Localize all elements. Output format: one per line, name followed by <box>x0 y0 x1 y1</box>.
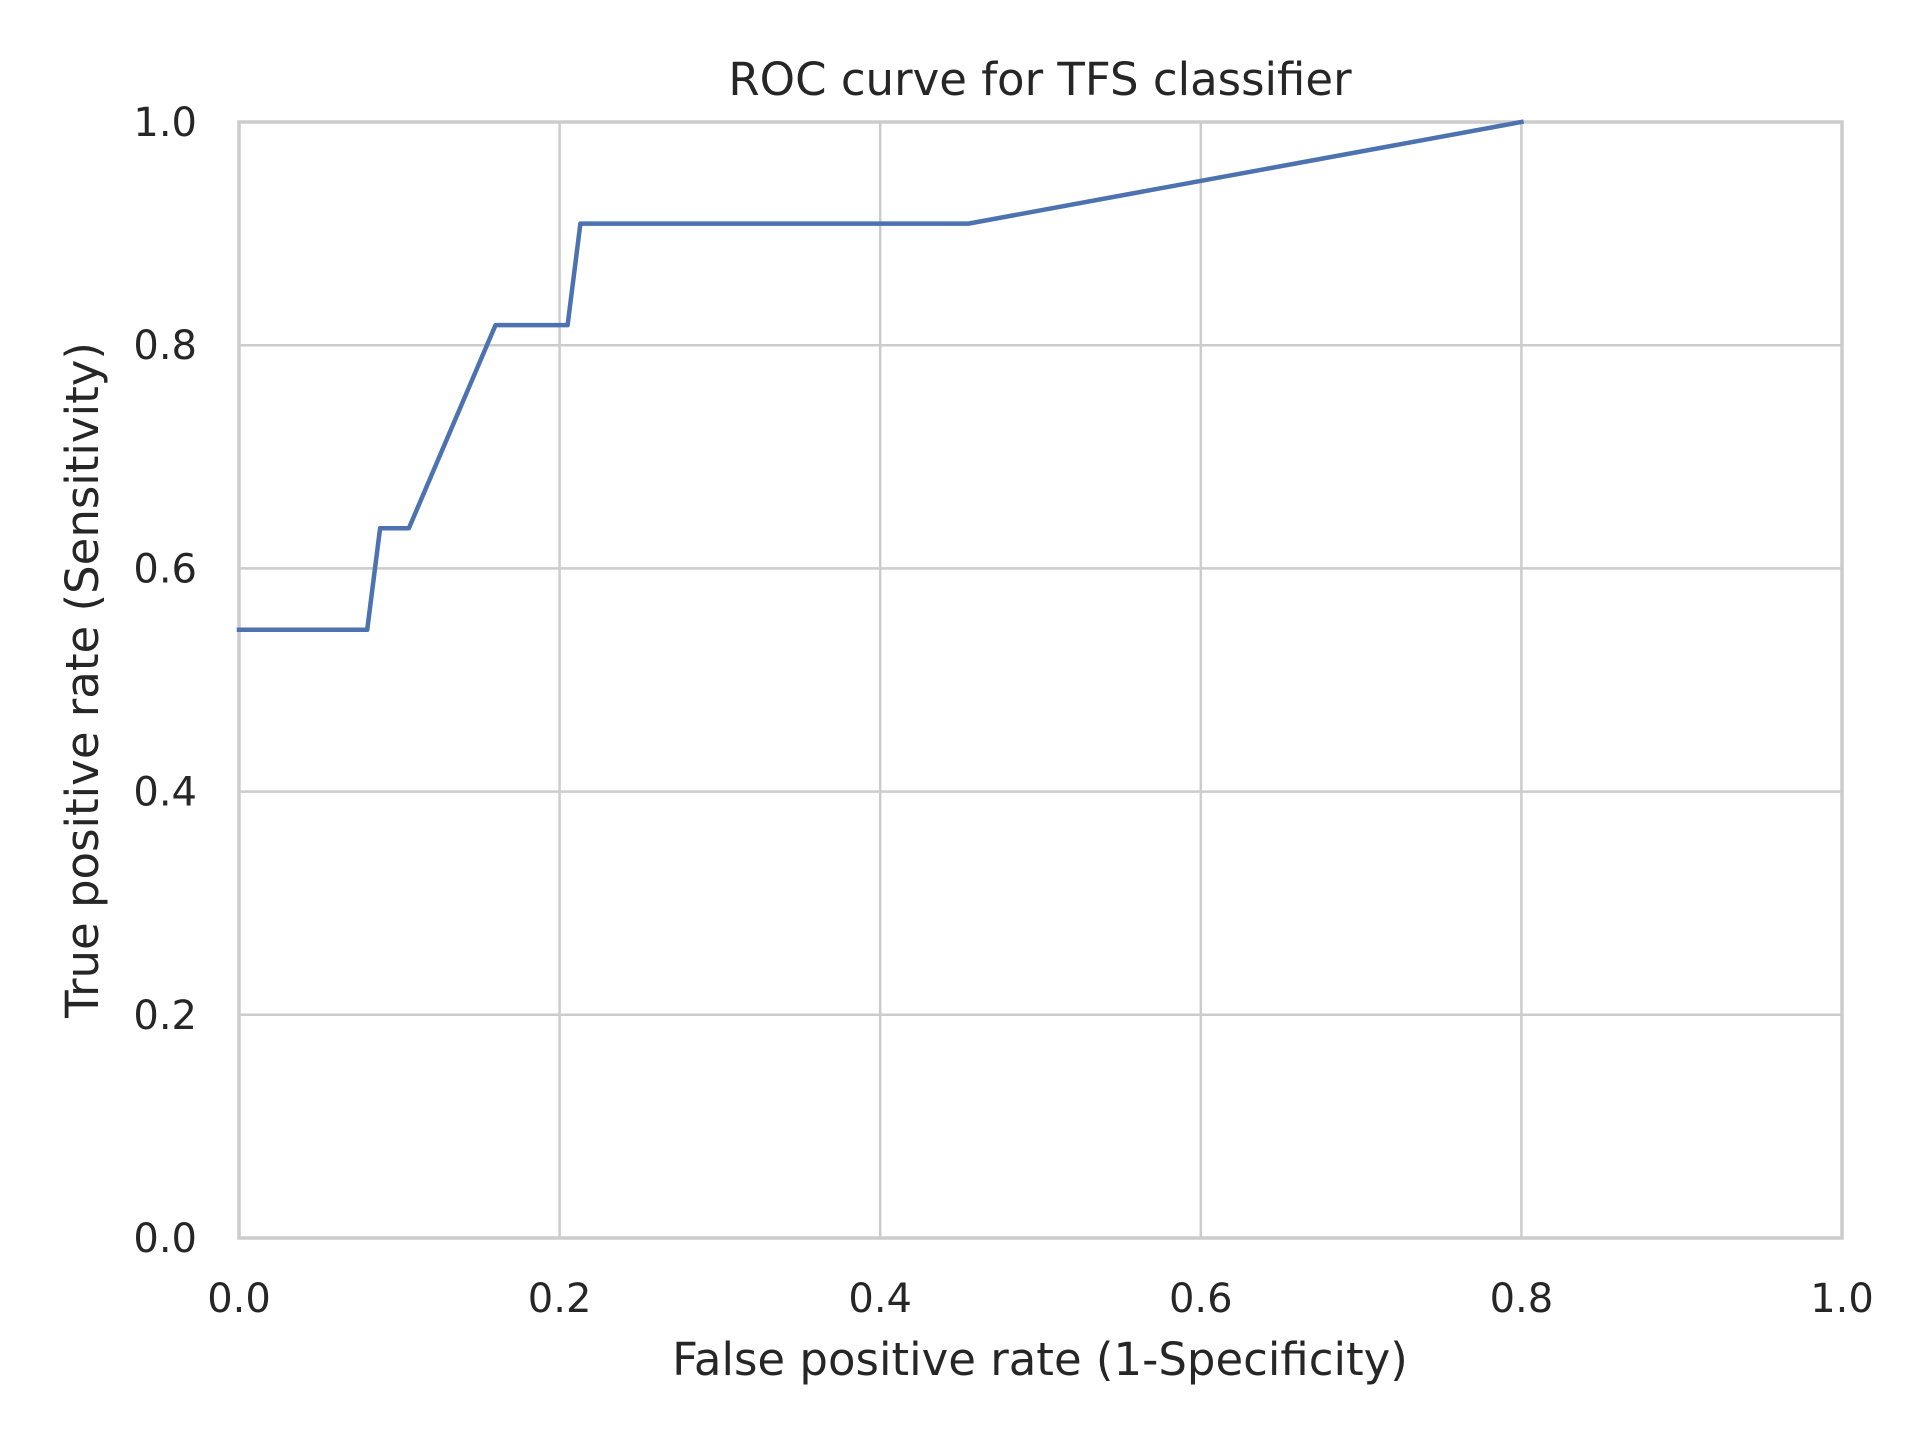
y-tick-label-0: 0.0 <box>133 1216 197 1262</box>
y-tick-labels: 0.0 0.2 0.4 0.6 0.8 1.0 <box>133 100 197 1262</box>
plot-frame <box>237 120 1844 1240</box>
axes-frame <box>237 120 1844 1240</box>
y-tick-label-2: 0.4 <box>133 770 197 816</box>
roc-curve-line <box>236 119 1525 633</box>
y-tick-label-3: 0.6 <box>133 546 197 592</box>
y-tick-label-1: 0.2 <box>133 993 197 1039</box>
series-group <box>236 119 1525 633</box>
x-tick-label-0: 0.0 <box>207 1276 271 1322</box>
y-tick-label-4: 0.8 <box>133 323 197 369</box>
plot-background <box>239 122 1842 1238</box>
x-tick-label-2: 0.4 <box>848 1276 912 1322</box>
x-axis-label: False positive rate (1-Specificity) <box>672 1333 1408 1386</box>
x-tick-label-5: 1.0 <box>1810 1276 1874 1322</box>
chart-title: ROC curve for TFS classifier <box>728 53 1352 106</box>
x-tick-label-3: 0.6 <box>1169 1276 1233 1322</box>
x-tick-labels: 0.0 0.2 0.4 0.6 0.8 1.0 <box>207 1276 1874 1322</box>
x-tick-label-1: 0.2 <box>528 1276 592 1322</box>
y-axis-label: True positive rate (Sensitivity) <box>56 342 109 1019</box>
x-tick-label-4: 0.8 <box>1490 1276 1554 1322</box>
y-tick-label-5: 1.0 <box>133 100 197 146</box>
